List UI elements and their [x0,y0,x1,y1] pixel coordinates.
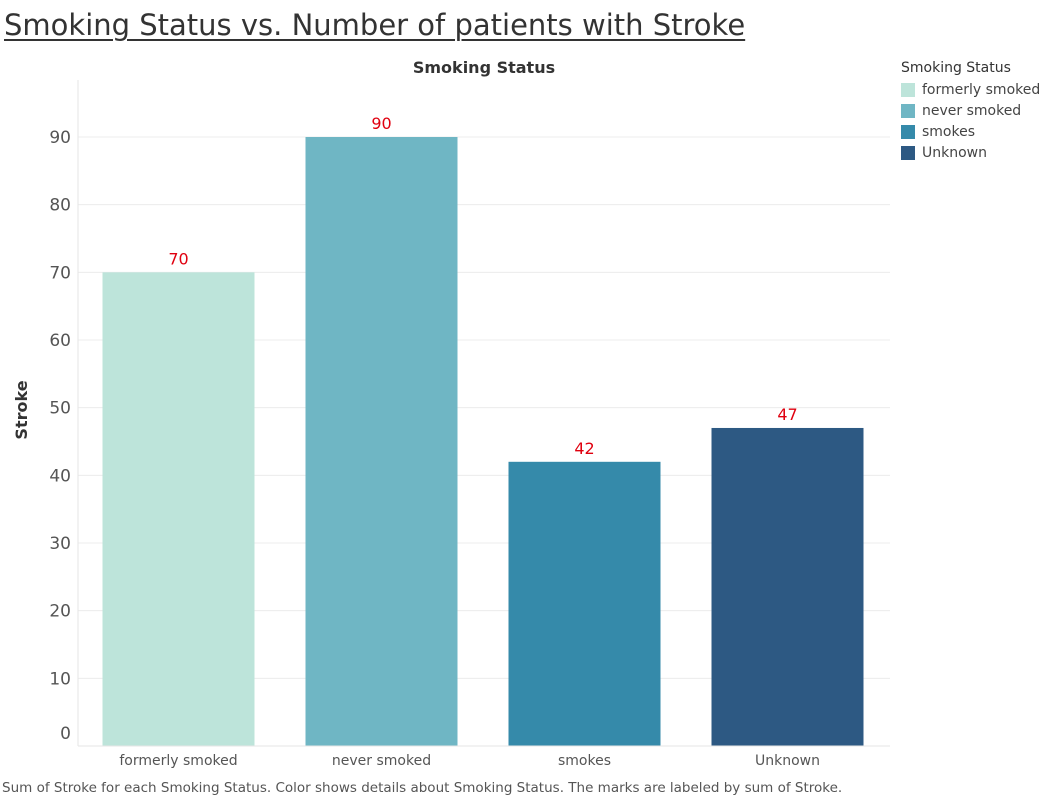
y-tick-label: 10 [49,669,71,689]
legend-item[interactable]: never smoked [901,100,1040,121]
legend-item[interactable]: smokes [901,121,1040,142]
legend-label: smokes [922,123,976,140]
x-tick-label: formerly smoked [119,753,237,769]
data-label: 47 [777,405,797,424]
y-tick-label: 60 [49,331,71,351]
bar-chart: 0 10 20 30 40 50 60 70 80 90 70 90 42 47 formerly sm… [12,58,890,769]
bar [305,137,458,746]
legend-label: formerly smoked [922,81,1041,98]
bar [711,427,864,746]
y-tick-label: 30 [49,534,71,554]
legend-item[interactable]: formerly smoked [901,79,1040,100]
y-tick-label: 50 [49,399,71,419]
y-tick-label: 40 [49,466,71,486]
y-tick-label: 0 [60,724,71,744]
legend-swatch [901,82,915,97]
bar [102,272,255,746]
legend-item[interactable]: Unknown [901,142,1040,163]
legend-swatch [901,103,915,118]
bars [102,137,864,746]
y-tick-label: 20 [49,602,71,622]
legend-swatch [901,124,915,139]
x-tick-label: Unknown [755,753,820,769]
data-labels: 70 90 42 47 [168,114,797,458]
chart-caption: Sum of Stroke for each Smoking Status. C… [2,780,843,796]
legend-swatch [901,145,915,160]
legend: Smoking Status formerly smoked never smok… [901,60,1040,163]
chart-title: Smoking Status vs. Number of patients wi… [4,8,746,42]
y-axis-label: Stroke [12,380,31,439]
x-tick-label: never smoked [332,753,431,769]
data-label: 90 [371,114,391,133]
legend-title: Smoking Status [901,60,1011,76]
y-axis-ticks: 0 10 20 30 40 50 60 70 80 90 [49,128,71,744]
legend-items: formerly smoked never smoked smokes Unknown [901,79,1040,163]
y-tick-label: 70 [49,263,71,283]
legend-label: never smoked [922,102,1022,119]
column-header: Smoking Status [413,58,555,77]
y-tick-label: 90 [49,128,71,148]
y-tick-label: 80 [49,196,71,216]
data-label: 70 [168,249,188,268]
x-tick-label: smokes [558,753,611,769]
data-label: 42 [574,439,594,458]
bar [508,461,661,746]
legend-label: Unknown [922,144,987,161]
x-axis-ticks: formerly smoked never smoked smokes Unknown [119,753,820,769]
